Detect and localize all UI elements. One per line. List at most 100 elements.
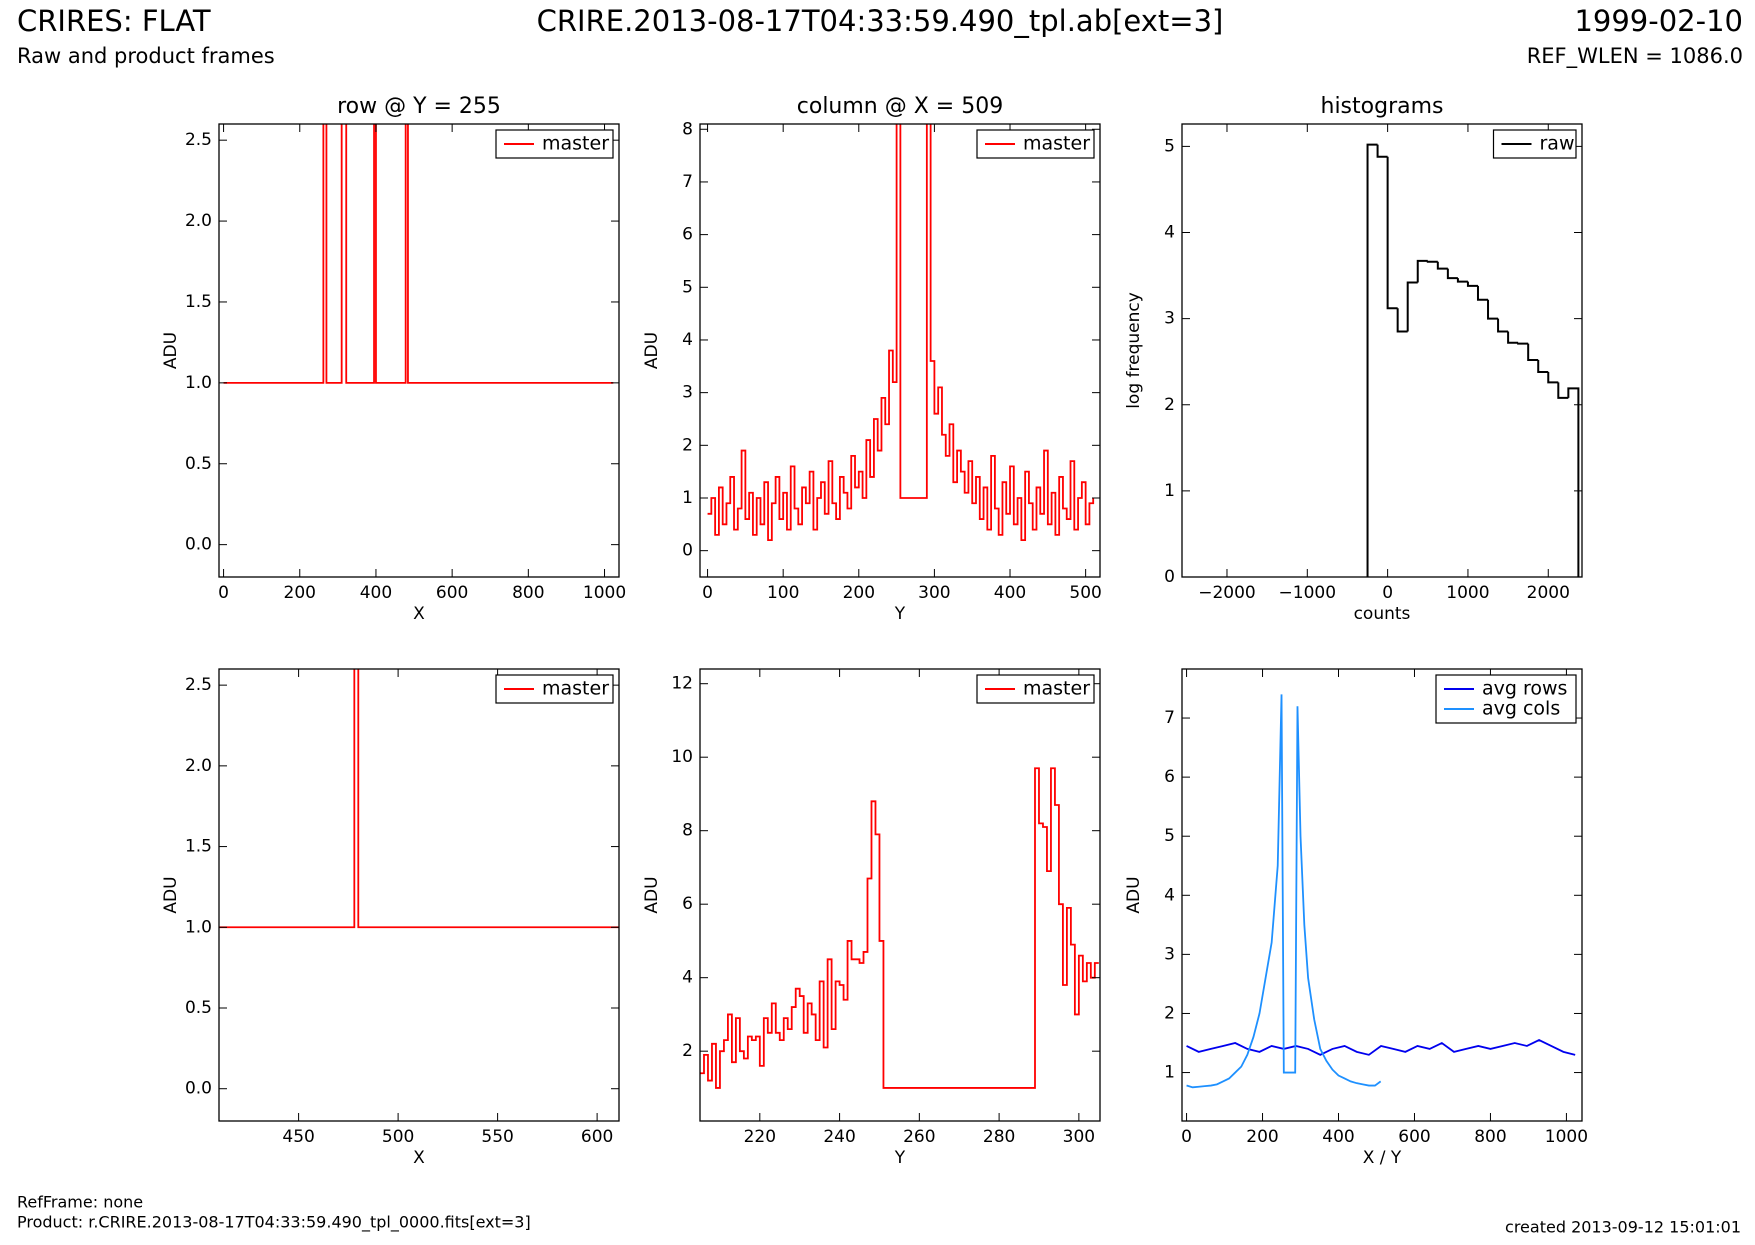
x-tick-label: 1000	[1545, 1127, 1588, 1147]
legend-label: master	[542, 678, 609, 700]
histogram-bin	[1426, 260, 1438, 263]
x-tick-label: 0	[702, 583, 713, 603]
legend: master	[495, 129, 614, 159]
x-tick-label: 200	[1246, 1127, 1278, 1147]
x-axis-label: Y	[894, 1148, 906, 1168]
x-axis-label: Y	[894, 604, 906, 624]
y-tick-label: 1.5	[185, 292, 212, 312]
axes: 450 500 550 600 0.0 0.5 1.0 1.5 2.0 2.5 X ADU master	[161, 668, 620, 1168]
legend: raw	[1492, 129, 1577, 159]
axes: 0 200 400 600 800 1000 0.0 0.5 1.0 1.5 2.0 2.5 row @…	[161, 94, 626, 624]
y-tick-label: 2	[1164, 395, 1175, 415]
ref-wlen: REF_WLEN = 1086.0	[1527, 44, 1743, 69]
date: 1999-02-10	[1574, 4, 1743, 38]
y-tick-label: 8	[682, 119, 693, 139]
x-tick-label: 0	[1181, 1127, 1192, 1147]
y-tick-label: 4	[1164, 885, 1175, 905]
y-axis-label: ADU	[642, 332, 662, 369]
histogram-bin	[1436, 261, 1448, 270]
x-tick-label: 800	[512, 583, 544, 603]
histogram-bin	[1507, 331, 1519, 344]
axes-frame	[699, 123, 1101, 578]
x-tick-label: 240	[823, 1127, 855, 1147]
axes: 220 240 260 280 300 2 4 6 8 10 12 Y ADU master	[642, 668, 1101, 1168]
plot-area	[707, 124, 1095, 542]
line	[223, 124, 614, 384]
y-tick-label: 8	[682, 821, 693, 841]
histogram-bin	[1567, 387, 1580, 577]
y-axis-label: log frequency	[1124, 292, 1144, 409]
legend-box	[1492, 129, 1577, 159]
x-tick-label: 500	[382, 1127, 414, 1147]
histogram-bin	[1446, 268, 1458, 280]
x-axis-label: counts	[1354, 604, 1411, 624]
y-tick-label: 1.5	[185, 837, 212, 857]
legend-label: raw	[1540, 133, 1575, 155]
axes: 0 200 400 600 800 1000 1 2 3 4 5 6 7 X / Y ADU avg rows…	[1124, 668, 1588, 1168]
x-tick-label: 280	[983, 1127, 1015, 1147]
y-tick-label: 2.5	[185, 675, 212, 695]
legend-label: avg rows	[1482, 678, 1567, 700]
legend: master	[976, 674, 1095, 704]
axes: −2000 −1000 0 1000 2000 0 1 2 3 4 5 histograms count…	[1124, 94, 1583, 624]
x-tick-label: 1000	[583, 583, 626, 603]
y-tick-label: 0.0	[185, 535, 212, 555]
figure-title: CRIRES: FLAT	[17, 4, 211, 38]
y-tick-label: 2	[682, 1041, 693, 1061]
y-tick-label: 0.0	[185, 1079, 212, 1099]
histogram-bin	[1416, 259, 1428, 283]
x-tick-label: 400	[994, 583, 1026, 603]
y-tick-label: 1.0	[185, 373, 212, 393]
x-tick-label: 1000	[1446, 583, 1489, 603]
histogram-bin	[1456, 278, 1468, 283]
x-tick-label: 100	[767, 583, 799, 603]
axes-title: row @ Y = 255	[337, 94, 501, 119]
x-tick-label: 200	[843, 583, 875, 603]
y-tick-label: 3	[1164, 944, 1175, 964]
y-tick-label: 3	[682, 383, 693, 403]
y-tick-label: 7	[1164, 708, 1175, 728]
histogram-bin	[1487, 299, 1499, 320]
y-tick-label: 0.5	[185, 454, 212, 474]
y-tick-label: 7	[682, 172, 693, 192]
y-tick-label: 1	[682, 488, 693, 508]
x-tick-label: 260	[903, 1127, 935, 1147]
histogram-bin	[1537, 359, 1549, 374]
x-tick-label: 0	[218, 583, 229, 603]
y-tick-label: 2.5	[185, 130, 212, 150]
histogram-bin	[1547, 372, 1559, 384]
x-tick-label: 220	[744, 1127, 776, 1147]
y-tick-label: 6	[1164, 767, 1175, 787]
axes-frame	[218, 668, 620, 1122]
x-tick-label: 400	[360, 583, 392, 603]
x-tick-label: 300	[918, 583, 950, 603]
x-axis-label: X	[413, 1148, 425, 1168]
x-tick-label: 600	[436, 583, 468, 603]
y-tick-label: 4	[1164, 223, 1175, 243]
axes-title: column @ X = 509	[797, 94, 1003, 119]
x-tick-label: 200	[284, 583, 316, 603]
y-tick-label: 10	[671, 747, 693, 767]
x-tick-label: 2000	[1527, 583, 1570, 603]
x-tick-label: −1000	[1279, 583, 1337, 603]
plot-area	[1186, 694, 1576, 1089]
axes: 0 100 200 300 400 500 0 1 2 3 4 5 6 7 8 column @ X = 50…	[642, 94, 1102, 624]
line	[707, 124, 1095, 542]
axes-frame	[1181, 123, 1583, 578]
axes-frame	[1181, 668, 1583, 1122]
x-tick-label: 800	[1474, 1127, 1506, 1147]
file-name: CRIRE.2013-08-17T04:33:59.490_tpl.ab[ext…	[537, 4, 1224, 38]
y-tick-label: 1	[1164, 481, 1175, 501]
histogram-bin	[1396, 308, 1408, 333]
y-axis-label: ADU	[1124, 876, 1144, 913]
x-axis-label: X / Y	[1363, 1148, 1402, 1168]
y-tick-label: 2.0	[185, 211, 212, 231]
product: Product: r.CRIRE.2013-08-17T04:33:59.490…	[17, 1213, 531, 1233]
y-axis-label: ADU	[161, 332, 181, 369]
histogram-bin	[1517, 342, 1529, 345]
histogram-bin	[1386, 156, 1398, 310]
x-tick-label: 500	[1069, 583, 1101, 603]
x-tick-label: 300	[1063, 1127, 1095, 1147]
line	[1186, 1039, 1576, 1056]
